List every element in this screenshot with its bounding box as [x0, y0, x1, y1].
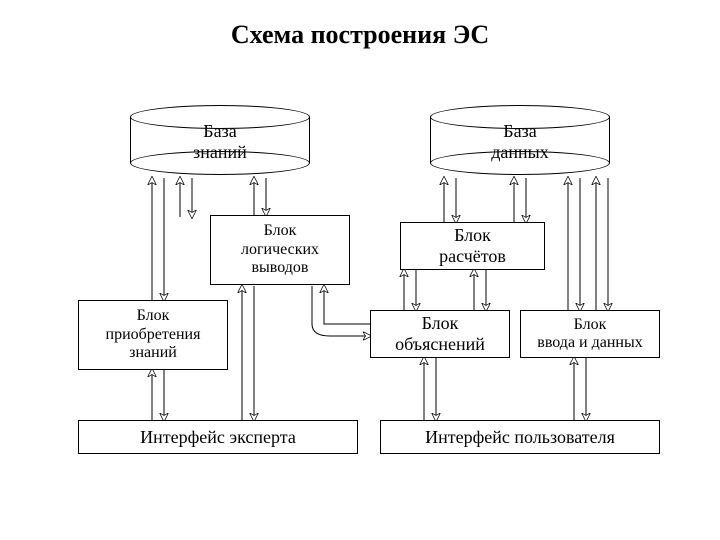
cylinder-label-db: База данных — [430, 121, 610, 162]
box-iface_exp: Интерфейс эксперта — [78, 420, 358, 454]
box-logic: Блок логических выводов — [210, 215, 350, 285]
arrow-layer — [0, 0, 720, 540]
box-acq: Блок приобретения знаний — [78, 300, 228, 370]
box-explain: Блок объяснений — [370, 310, 510, 358]
box-calc: Блок расчётов — [400, 222, 545, 270]
cylinder-db: База данных — [430, 105, 610, 175]
box-iface_usr: Интерфейс пользователя — [380, 420, 660, 454]
diagram-canvas: База знаний База данных Блок логических вы… — [0, 0, 720, 540]
box-input: Блок ввода и данных — [520, 310, 660, 358]
cylinder-label-kb: База знаний — [130, 121, 310, 162]
cylinder-kb: База знаний — [130, 105, 310, 175]
